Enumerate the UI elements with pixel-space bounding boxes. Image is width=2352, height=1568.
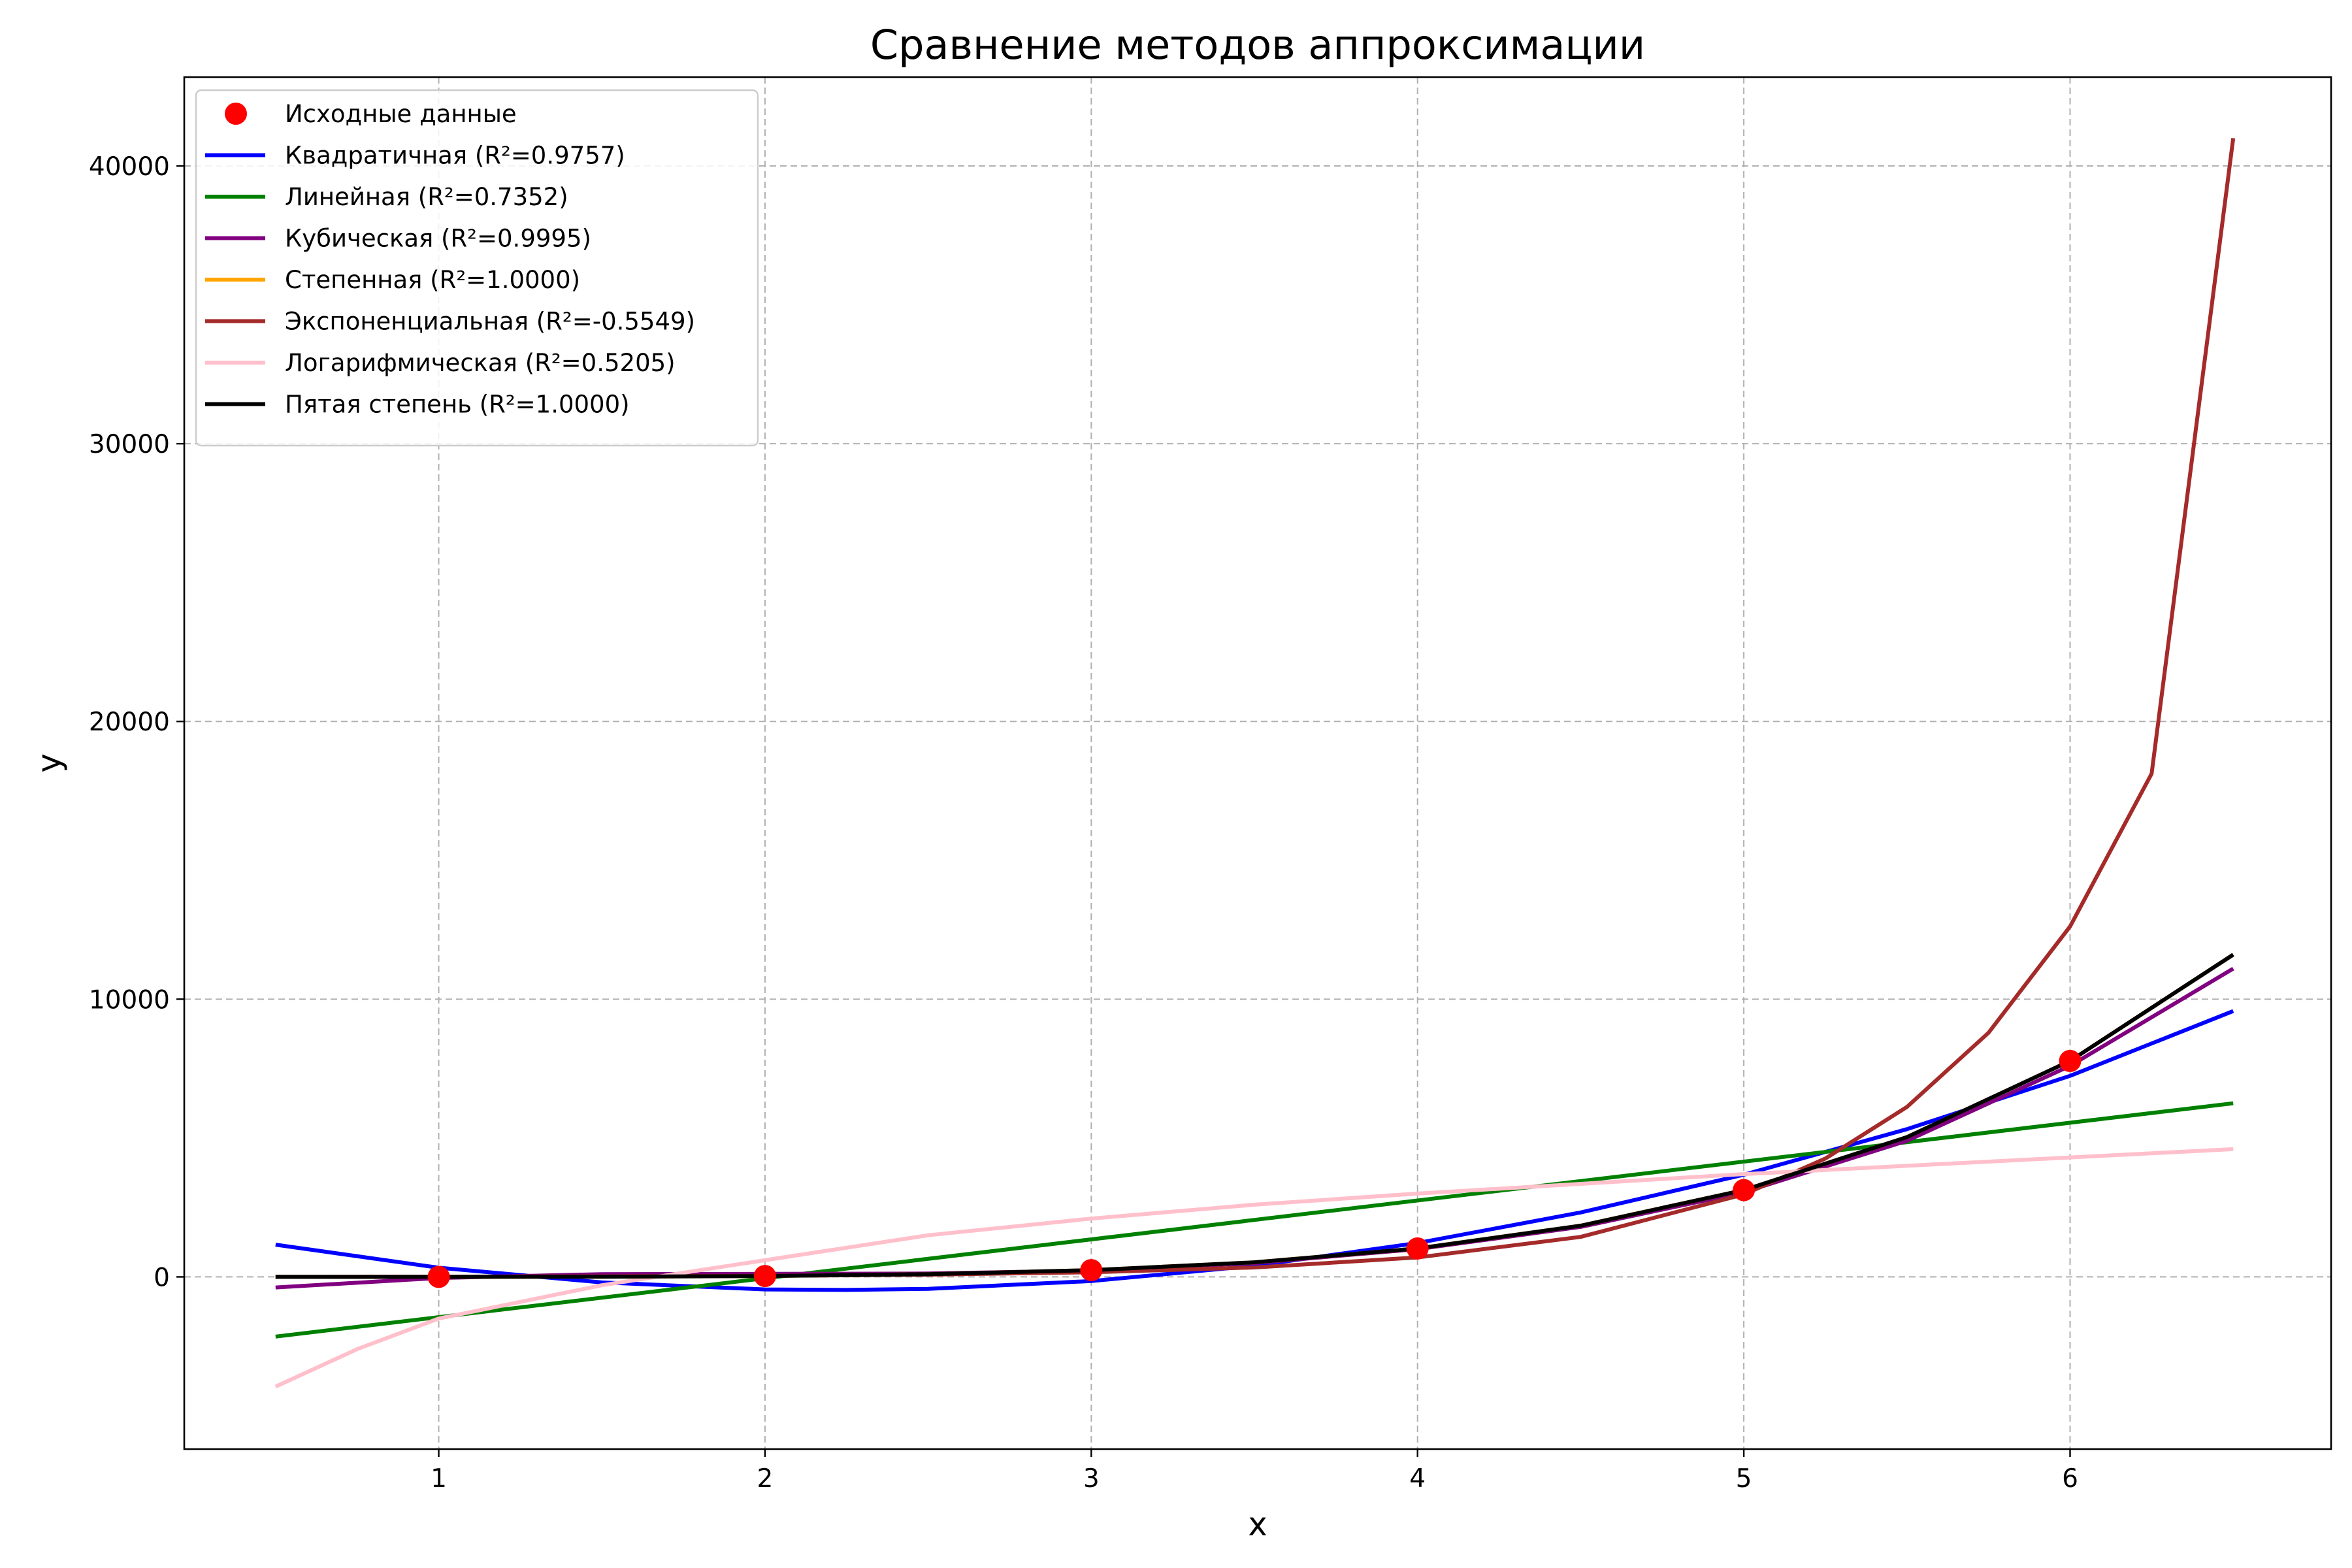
- legend-label: Квадратичная (R²=0.9757): [285, 142, 625, 170]
- x-tick-label: 5: [1736, 1464, 1752, 1494]
- legend-label: Кубическая (R²=0.9995): [285, 225, 591, 253]
- legend-label: Степенная (R²=1.0000): [285, 266, 580, 294]
- x-tick-label: 1: [431, 1464, 447, 1494]
- legend-label: Логарифмическая (R²=0.5205): [285, 349, 676, 377]
- series-line-5: [274, 1147, 2234, 1389]
- data-point: [2059, 1049, 2082, 1072]
- legend-box: [195, 89, 759, 447]
- series-line-0: [275, 1009, 2234, 1292]
- chart-title: Сравнение методов аппроксимации: [870, 21, 1645, 69]
- y-axis-label: y: [30, 753, 68, 773]
- legend: Исходные данные Квадратичная (R²=0.9757) Л…: [195, 89, 759, 447]
- data-point: [753, 1265, 776, 1288]
- x-tick-label: 6: [2062, 1464, 2078, 1494]
- scatter-layer: [427, 1049, 2082, 1288]
- x-axis-label: x: [1248, 1505, 1267, 1543]
- y-tick-label: 10000: [89, 985, 170, 1015]
- x-tick-label: 2: [757, 1464, 774, 1494]
- y-tick-label: 20000: [89, 708, 170, 737]
- data-point: [1406, 1237, 1429, 1260]
- x-tick-label: 3: [1083, 1464, 1100, 1494]
- legend-marker: [225, 103, 247, 125]
- legend-label: Пятая степень (R²=1.0000): [285, 391, 630, 419]
- legend-label: Линейная (R²=0.7352): [285, 183, 568, 211]
- plot-frame: [183, 76, 2332, 1450]
- data-point: [427, 1266, 450, 1288]
- x-tick-label: 4: [1409, 1464, 1426, 1494]
- legend-label: Исходные данные: [285, 100, 517, 128]
- series-layer: [274, 138, 2236, 1389]
- y-tick-label: 30000: [89, 430, 170, 459]
- data-point: [1733, 1179, 1756, 1201]
- data-point: [1080, 1259, 1103, 1282]
- y-tick-label: 40000: [89, 152, 170, 182]
- ticks: 1 2 3 4 5 6 0 10000 20000 30000 40000: [89, 152, 2078, 1494]
- series-line-6: [275, 953, 2234, 1279]
- y-tick-label: 0: [154, 1263, 170, 1292]
- legend-label: Экспоненциальная (R²=-0.5549): [285, 308, 695, 336]
